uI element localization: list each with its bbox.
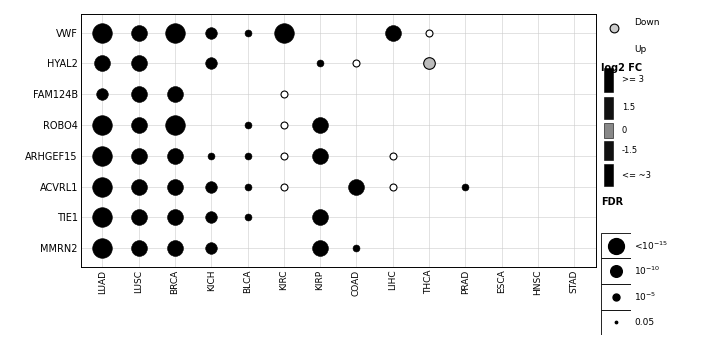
Point xyxy=(133,91,144,97)
Point xyxy=(170,91,181,97)
Text: <10$^{-15}$: <10$^{-15}$ xyxy=(634,239,668,252)
Point xyxy=(611,243,622,249)
Text: log2 FC: log2 FC xyxy=(601,63,643,73)
Point xyxy=(315,245,326,251)
Point xyxy=(278,153,290,159)
Point xyxy=(278,91,290,97)
Text: <= ~3: <= ~3 xyxy=(622,171,651,180)
Point xyxy=(205,60,217,66)
Bar xyxy=(601,233,631,258)
Point xyxy=(315,60,326,66)
Point xyxy=(97,215,108,220)
Text: 0.05: 0.05 xyxy=(634,318,655,327)
Point xyxy=(387,153,398,159)
Bar xyxy=(604,123,613,138)
Text: 0: 0 xyxy=(622,126,627,135)
Point xyxy=(133,30,144,35)
Point xyxy=(350,245,362,251)
Point xyxy=(611,319,622,325)
Point xyxy=(242,184,253,190)
Point xyxy=(315,153,326,159)
Bar xyxy=(604,68,613,92)
Text: Down: Down xyxy=(634,18,660,27)
Text: FDR: FDR xyxy=(601,197,624,206)
Point xyxy=(170,122,181,128)
Point xyxy=(133,245,144,251)
Point xyxy=(460,184,471,190)
Text: >= 3: >= 3 xyxy=(622,75,644,84)
Point xyxy=(315,215,326,220)
Point xyxy=(170,215,181,220)
Point xyxy=(387,184,398,190)
Point xyxy=(278,30,290,35)
Point xyxy=(205,215,217,220)
Point xyxy=(611,268,622,274)
Bar xyxy=(604,141,613,160)
Point xyxy=(133,153,144,159)
Point xyxy=(97,91,108,97)
Point xyxy=(278,122,290,128)
Point xyxy=(611,294,622,300)
Point xyxy=(97,184,108,190)
Point xyxy=(133,122,144,128)
Point xyxy=(97,60,108,66)
Point xyxy=(242,122,253,128)
Bar xyxy=(604,97,613,119)
Point xyxy=(242,215,253,220)
Point xyxy=(423,60,435,66)
Point xyxy=(170,153,181,159)
Point xyxy=(205,30,217,35)
Text: 1.5: 1.5 xyxy=(622,103,635,112)
Point xyxy=(387,30,398,35)
Text: -1.5: -1.5 xyxy=(622,146,638,155)
Point xyxy=(97,245,108,251)
Point xyxy=(133,184,144,190)
Point xyxy=(350,60,362,66)
Bar xyxy=(601,258,631,284)
Point xyxy=(133,60,144,66)
Point xyxy=(423,30,435,35)
Bar xyxy=(604,164,613,186)
Point xyxy=(350,184,362,190)
Point xyxy=(170,245,181,251)
Point xyxy=(97,122,108,128)
Bar xyxy=(601,310,631,335)
Point xyxy=(205,153,217,159)
Point xyxy=(242,153,253,159)
Point xyxy=(97,153,108,159)
Point xyxy=(315,122,326,128)
Point xyxy=(608,25,620,31)
Point xyxy=(205,245,217,251)
Point xyxy=(170,184,181,190)
Point xyxy=(205,184,217,190)
Point xyxy=(170,30,181,35)
Text: 10$^{-10}$: 10$^{-10}$ xyxy=(634,265,661,277)
Point xyxy=(97,30,108,35)
Point xyxy=(242,30,253,35)
Bar xyxy=(601,284,631,310)
Point xyxy=(278,184,290,190)
Text: Up: Up xyxy=(634,45,646,54)
Point xyxy=(133,215,144,220)
Text: 10$^{-5}$: 10$^{-5}$ xyxy=(634,291,657,303)
